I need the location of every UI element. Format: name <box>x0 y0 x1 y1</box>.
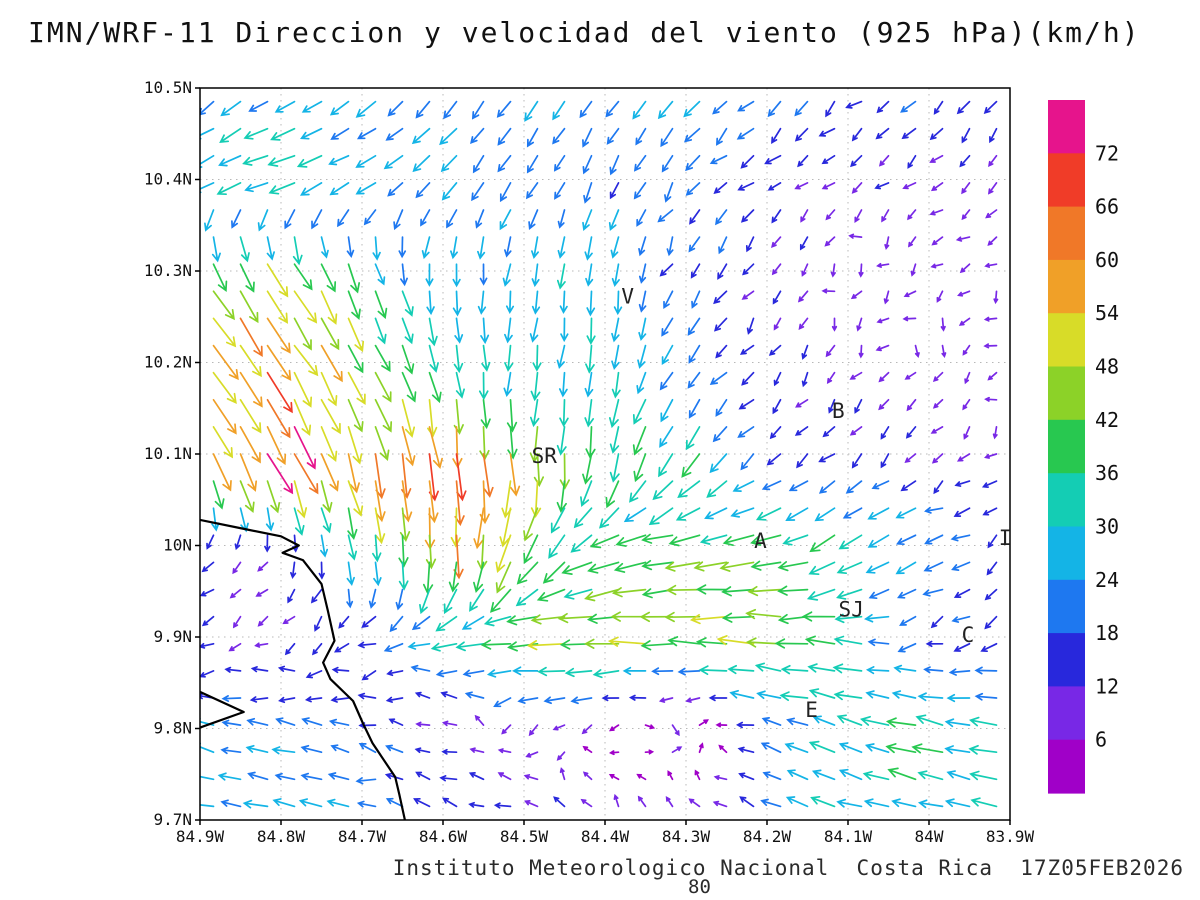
svg-text:83.9W: 83.9W <box>986 827 1035 846</box>
svg-text:SJ: SJ <box>839 598 864 622</box>
footer-note: 80 <box>688 876 711 898</box>
svg-text:10.5N: 10.5N <box>144 78 192 97</box>
svg-text:10.2N: 10.2N <box>144 353 192 372</box>
colorbar-labels: 6 12 18 24 30 36 42 48 54 60 66 72 <box>1095 141 1119 751</box>
svg-text:84.3W: 84.3W <box>662 827 711 846</box>
svg-text:24: 24 <box>1095 568 1119 592</box>
svg-text:12: 12 <box>1095 674 1119 698</box>
station-labels: V B SR A SJ C E I <box>532 285 1012 723</box>
svg-text:84.2W: 84.2W <box>743 827 792 846</box>
footer-caption: Instituto Meteorologico Nacional Costa R… <box>392 856 1184 880</box>
svg-text:18: 18 <box>1095 621 1119 645</box>
svg-text:84.4W: 84.4W <box>581 827 630 846</box>
svg-text:10.4N: 10.4N <box>144 170 192 189</box>
svg-text:84.1W: 84.1W <box>824 827 873 846</box>
svg-text:B: B <box>832 399 845 423</box>
svg-text:36: 36 <box>1095 461 1119 485</box>
svg-text:V: V <box>621 285 634 309</box>
svg-text:9.9N: 9.9N <box>153 627 192 646</box>
y-axis-labels: 10.5N 10.4N 10.3N 10.2N 10.1N 10N 9.9N 9.8N 9.7N <box>144 78 200 829</box>
svg-text:60: 60 <box>1095 248 1119 272</box>
svg-text:9.8N: 9.8N <box>153 719 192 738</box>
svg-text:10.3N: 10.3N <box>144 261 192 280</box>
svg-text:SR: SR <box>532 444 558 468</box>
svg-text:54: 54 <box>1095 301 1119 325</box>
svg-text:66: 66 <box>1095 195 1119 219</box>
chart-title: IMN/WRF-11 Direccion y velocidad del vie… <box>28 16 1141 49</box>
svg-text:84.7W: 84.7W <box>338 827 387 846</box>
svg-text:10N: 10N <box>163 536 192 555</box>
svg-text:6: 6 <box>1095 728 1107 752</box>
svg-text:E: E <box>805 698 818 722</box>
svg-text:84.6W: 84.6W <box>419 827 468 846</box>
svg-text:48: 48 <box>1095 355 1119 379</box>
colorbar: 6 12 18 24 30 36 42 48 54 60 66 72 <box>1048 100 1119 794</box>
svg-text:42: 42 <box>1095 408 1119 432</box>
svg-text:C: C <box>962 623 975 647</box>
svg-text:84.9W: 84.9W <box>176 827 225 846</box>
svg-text:30: 30 <box>1095 515 1119 539</box>
svg-text:9.7N: 9.7N <box>153 810 192 829</box>
svg-text:72: 72 <box>1095 141 1119 165</box>
coastline <box>200 518 406 820</box>
svg-text:84.5W: 84.5W <box>500 827 549 846</box>
svg-text:84W: 84W <box>915 827 944 846</box>
svg-text:10.1N: 10.1N <box>144 444 192 463</box>
wind-arrows <box>200 100 999 809</box>
x-axis-labels: 84.9W 84.8W 84.7W 84.6W 84.5W 84.4W 84.3W 84.2W… <box>176 820 1035 846</box>
svg-text:84.8W: 84.8W <box>257 827 306 846</box>
svg-text:A: A <box>754 529 767 553</box>
svg-text:I: I <box>999 526 1012 550</box>
